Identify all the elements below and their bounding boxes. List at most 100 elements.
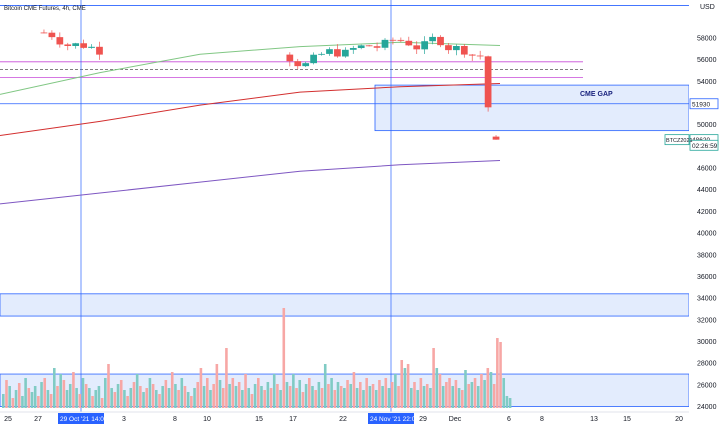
volume-bar bbox=[419, 378, 423, 408]
volume-bar bbox=[68, 384, 72, 408]
volume-bar bbox=[368, 386, 372, 408]
price-tick-label: 24000 bbox=[697, 404, 717, 411]
volume-bar bbox=[177, 390, 180, 408]
candle-body bbox=[429, 36, 436, 42]
candle-body bbox=[302, 63, 310, 67]
candle-body bbox=[286, 54, 294, 62]
volume-bar bbox=[410, 388, 413, 408]
volume-bar bbox=[104, 378, 107, 408]
candle-body bbox=[413, 45, 421, 50]
volume-bar bbox=[158, 394, 161, 408]
volume-bar bbox=[374, 390, 378, 408]
ticker-tag bbox=[664, 134, 690, 146]
volume-bar bbox=[234, 386, 238, 408]
volume-bar bbox=[202, 386, 206, 408]
time-axis[interactable]: 25 27 29 Oct '21 14:00 3 8 10 15 17 22 24 Nov '21… bbox=[4, 413, 683, 424]
volume-bar bbox=[403, 368, 407, 408]
volume-bar bbox=[282, 308, 286, 408]
volume-bar bbox=[480, 374, 483, 408]
time-tick-label: 25 bbox=[4, 416, 12, 423]
volume-bar bbox=[269, 388, 273, 408]
price-tick-label: 30000 bbox=[697, 339, 717, 346]
volume-bar bbox=[457, 388, 461, 408]
volume-bar bbox=[505, 396, 509, 408]
volume-bar bbox=[272, 374, 276, 408]
moving-average-line bbox=[0, 159, 501, 205]
volume-bar bbox=[97, 386, 101, 408]
price-tag-label: 02:26:59 bbox=[692, 143, 718, 150]
volume-bar bbox=[116, 384, 120, 408]
price-tick-label: 34000 bbox=[697, 296, 717, 303]
volume-bar bbox=[78, 394, 82, 408]
candle-body bbox=[294, 61, 302, 67]
volume-bar bbox=[387, 388, 391, 408]
volume-bar bbox=[75, 388, 78, 408]
volume-bar bbox=[186, 392, 190, 408]
volume-bar bbox=[336, 382, 340, 408]
volume-bar bbox=[276, 384, 279, 408]
volume-bar bbox=[406, 364, 410, 408]
volume-bar bbox=[43, 378, 47, 408]
time-tick-label: 8 bbox=[173, 416, 177, 423]
time-tag bbox=[58, 413, 104, 424]
candle-body bbox=[405, 40, 413, 46]
candles-layer bbox=[40, 29, 500, 140]
volume-bar bbox=[209, 390, 212, 408]
candle-body bbox=[357, 45, 365, 49]
volume-bar bbox=[180, 378, 184, 408]
candle-body bbox=[318, 53, 325, 55]
volume-bar bbox=[129, 388, 133, 408]
volume-bar bbox=[81, 378, 85, 408]
volume-layer bbox=[2, 308, 512, 408]
price-axis[interactable]: 5800056000540005200050000480004600044000… bbox=[689, 0, 720, 412]
price-tick-label: 44000 bbox=[697, 187, 717, 194]
volume-bar bbox=[24, 378, 27, 408]
volume-bar bbox=[155, 390, 158, 408]
volume-bar bbox=[441, 386, 445, 408]
candle-body bbox=[445, 45, 452, 51]
volume-bar bbox=[346, 380, 349, 408]
volume-bar bbox=[425, 384, 429, 408]
volume-bar bbox=[365, 378, 368, 408]
volume-bar bbox=[308, 378, 311, 408]
volume-bar bbox=[359, 382, 362, 408]
volume-bar bbox=[94, 390, 98, 408]
candle-body bbox=[365, 45, 373, 47]
volume-bar bbox=[371, 384, 375, 408]
volume-bar bbox=[14, 390, 18, 408]
volume-bar bbox=[464, 370, 467, 408]
volume-bar bbox=[323, 364, 327, 408]
volume-bar bbox=[250, 394, 254, 408]
volume-bar bbox=[164, 380, 168, 408]
price-tag bbox=[689, 139, 719, 151]
volume-bar bbox=[8, 386, 11, 408]
volume-bar bbox=[2, 394, 5, 408]
volume-bar bbox=[174, 384, 177, 408]
volume-bar bbox=[53, 368, 56, 408]
price-tag bbox=[689, 98, 719, 110]
price-tick-label: 50000 bbox=[697, 122, 717, 129]
candle-body bbox=[421, 41, 429, 50]
symbol-title: Bitcoin CME Futures, 4h, CME bbox=[4, 6, 86, 12]
volume-bar bbox=[301, 392, 305, 408]
price-tick-label: 42000 bbox=[697, 209, 717, 216]
time-tick-label: Dec bbox=[449, 416, 462, 423]
volume-bar bbox=[483, 380, 486, 408]
volume-bar bbox=[237, 382, 241, 408]
volume-bar bbox=[244, 374, 247, 408]
zone-box bbox=[374, 84, 690, 132]
volume-bar bbox=[438, 374, 442, 408]
price-tick-label: 58000 bbox=[697, 35, 717, 42]
volume-bar bbox=[454, 380, 458, 408]
volume-bar bbox=[349, 384, 353, 408]
volume-bar bbox=[11, 398, 15, 408]
volume-bar bbox=[221, 388, 225, 408]
volume-bar bbox=[362, 390, 365, 408]
volume-bar bbox=[123, 390, 126, 408]
volume-bar bbox=[416, 390, 419, 408]
candle-body bbox=[389, 39, 397, 41]
volume-bar bbox=[215, 364, 219, 408]
candle-body bbox=[56, 37, 64, 45]
